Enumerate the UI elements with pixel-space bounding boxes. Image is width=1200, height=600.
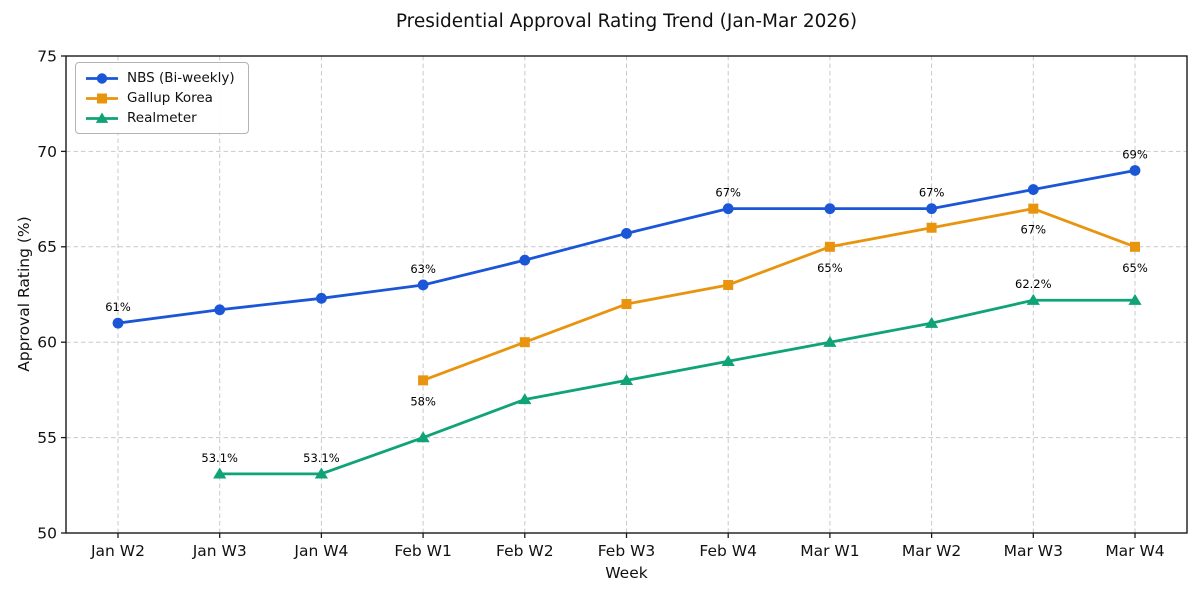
point-annotation: 63% <box>410 262 436 276</box>
legend-label: Realmeter <box>127 110 197 126</box>
legend-item-nbs-bi-weekly: NBS (Bi-weekly) <box>85 70 235 86</box>
point-annotation: 67% <box>1021 223 1047 237</box>
legend-item-gallup-korea: Gallup Korea <box>85 90 235 106</box>
x-tick-label: Jan W4 <box>293 542 348 560</box>
data-point-marker <box>519 254 531 266</box>
x-tick-label: Mar W2 <box>902 542 961 560</box>
data-point-marker <box>1128 293 1142 305</box>
triangle-marker-swatch-icon <box>86 112 118 123</box>
data-point-marker <box>621 299 632 310</box>
legend-item-realmeter: Realmeter <box>85 110 235 126</box>
point-annotation: 67% <box>715 186 741 200</box>
point-annotation: 62.2% <box>1015 277 1052 291</box>
point-annotation: 58% <box>410 394 436 408</box>
data-point-marker <box>722 203 734 215</box>
data-point-marker <box>723 279 734 290</box>
y-tick-label: 50 <box>37 524 57 542</box>
legend-label: NBS (Bi-weekly) <box>127 70 235 86</box>
data-point-marker <box>926 203 937 215</box>
data-point-marker <box>1028 203 1039 214</box>
y-tick-label: 65 <box>37 238 57 256</box>
series-line-realmeter <box>218 298 1137 476</box>
data-point-marker <box>926 222 937 233</box>
y-tick-label: 60 <box>37 334 57 352</box>
x-tick-label: Mar W4 <box>1105 542 1164 560</box>
data-point-marker <box>214 304 226 316</box>
point-annotation: 65% <box>817 261 843 275</box>
data-point-marker <box>418 375 429 386</box>
point-annotation: 53.1% <box>303 451 340 465</box>
circle-marker-swatch-icon <box>86 72 118 84</box>
series-line-gallup-korea <box>421 207 1137 382</box>
point-annotation: 65% <box>1122 261 1148 275</box>
data-point-marker <box>316 292 327 304</box>
data-point-marker <box>213 467 227 479</box>
square-marker-swatch-icon <box>86 93 118 103</box>
data-point-marker <box>1130 241 1140 252</box>
data-point-marker <box>417 279 429 291</box>
x-tick-label: Feb W4 <box>699 542 757 560</box>
data-point-marker <box>1026 293 1040 305</box>
x-axis-label: Week <box>605 564 648 582</box>
data-point-marker <box>519 337 530 348</box>
data-point-marker <box>416 431 430 443</box>
data-point-marker <box>925 316 939 328</box>
data-point-marker <box>1027 184 1039 195</box>
point-annotation: 61% <box>105 300 131 314</box>
point-annotation: 53.1% <box>201 451 238 465</box>
chart-title: Presidential Approval Rating Trend (Jan-… <box>395 11 858 32</box>
x-tick-label: Mar W1 <box>800 542 859 560</box>
data-point-marker <box>518 393 532 405</box>
y-tick-label: 75 <box>37 47 57 65</box>
y-tick-label: 55 <box>37 429 57 447</box>
data-point-marker <box>314 467 328 479</box>
x-tick-label: Feb W1 <box>394 542 452 560</box>
data-point-marker <box>824 203 836 215</box>
data-point-marker <box>621 228 632 239</box>
data-point-marker <box>824 241 835 252</box>
point-annotation: 67% <box>919 186 945 200</box>
data-point-marker <box>112 317 124 329</box>
data-point-marker <box>1129 165 1141 176</box>
x-tick-label: Mar W3 <box>1004 542 1063 560</box>
x-tick-label: Feb W3 <box>598 542 656 560</box>
data-point-marker <box>823 335 837 347</box>
x-tick-label: Jan W2 <box>90 542 145 560</box>
y-axis-label: Approval Rating (%) <box>15 216 33 372</box>
y-tick-label: 70 <box>37 143 57 161</box>
data-point-marker <box>721 354 735 366</box>
x-tick-label: Jan W3 <box>192 542 247 560</box>
data-point-marker <box>619 374 634 386</box>
point-annotation: 69% <box>1122 147 1148 161</box>
legend-label: Gallup Korea <box>127 90 213 106</box>
x-tick-label: Feb W2 <box>496 542 554 560</box>
legend: NBS (Bi-weekly) Gallup Korea Realmeter <box>75 62 249 134</box>
